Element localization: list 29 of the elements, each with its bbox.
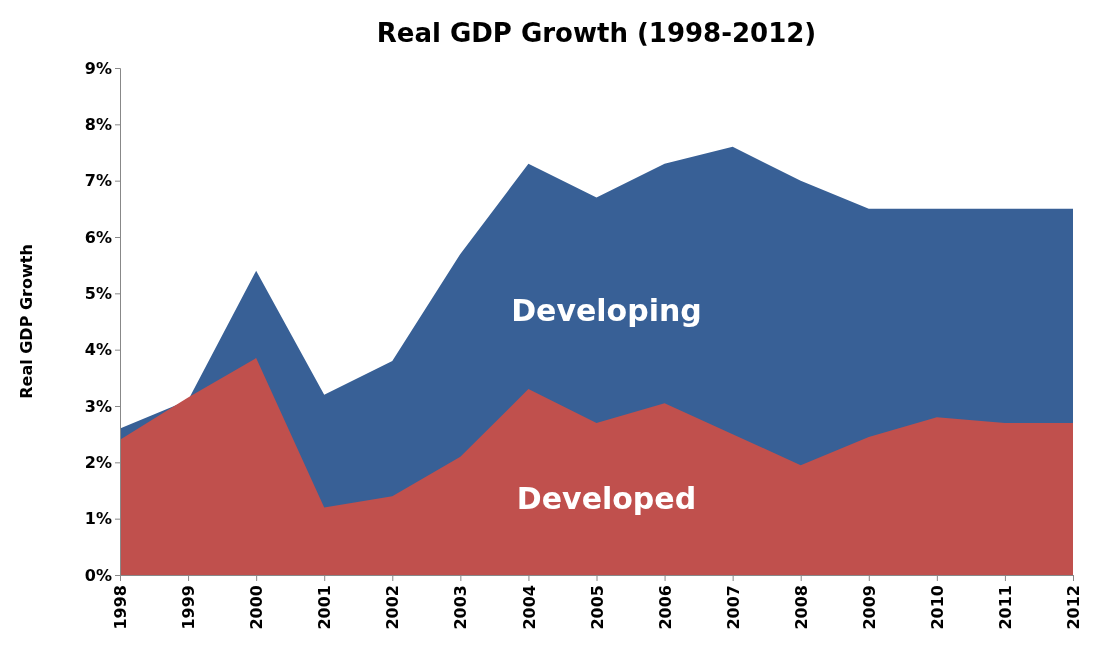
x-tick-label: 2006: [655, 585, 675, 630]
x-tick-label: 2008: [791, 585, 811, 630]
y-tick-label: 0%: [84, 565, 112, 585]
y-tick-label: 5%: [84, 283, 112, 303]
y-tick-label: 3%: [84, 396, 112, 416]
y-tick-label: 8%: [84, 114, 112, 134]
x-tick-label: 2003: [451, 585, 471, 630]
series-label: Developed: [516, 481, 697, 517]
x-tick-label: 2012: [1064, 585, 1084, 630]
x-tick-label: 1999: [179, 585, 199, 630]
x-tick-label: 2004: [519, 585, 539, 630]
x-tick-label: 1998: [111, 585, 131, 630]
y-tick-label: 4%: [84, 340, 112, 360]
x-tick-label: 2001: [315, 585, 335, 630]
x-tick-label: 2010: [927, 585, 947, 630]
y-tick-label: 2%: [84, 452, 112, 472]
x-tick-label: 2002: [383, 585, 403, 630]
x-tick-label: 2000: [247, 585, 267, 630]
x-tick-label: 2005: [587, 585, 607, 630]
y-axis-title: Real GDP Growth: [17, 244, 36, 399]
y-tick-label: 9%: [84, 58, 112, 78]
x-tick-label: 2011: [996, 585, 1016, 630]
x-tick-label: 2007: [723, 585, 743, 630]
y-tick-label: 6%: [84, 227, 112, 247]
x-tick-label: 2009: [859, 585, 879, 630]
chart-title: Real GDP Growth (1998-2012): [376, 18, 817, 48]
series-label: Developing: [511, 292, 702, 328]
y-tick-label: 7%: [84, 171, 112, 191]
y-tick-label: 1%: [84, 509, 112, 529]
